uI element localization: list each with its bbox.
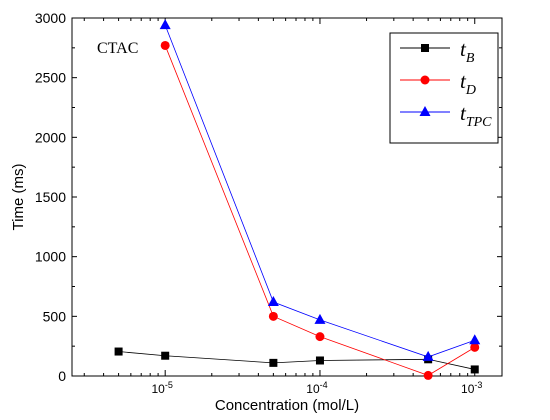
- data-point: [423, 370, 433, 380]
- legend-label: tD: [460, 69, 476, 98]
- legend-box: [389, 32, 499, 144]
- series-t_TPC: [159, 19, 481, 361]
- x-tick-label: 10-4: [306, 380, 327, 396]
- data-point: [114, 347, 123, 356]
- data-point: [161, 351, 170, 360]
- data-point: [268, 311, 278, 321]
- data-point: [160, 40, 170, 50]
- data-point: [469, 334, 481, 345]
- data-point: [267, 296, 279, 307]
- y-axis-label: Time (ms): [10, 164, 27, 231]
- data-point: [159, 19, 171, 30]
- series-layer: [114, 19, 481, 380]
- annotation-ctac: CTAC: [97, 40, 138, 57]
- data-point: [422, 350, 434, 361]
- legend-marker: [420, 75, 430, 85]
- y-tick-label: 2500: [35, 70, 66, 86]
- legend-label: tB: [460, 37, 475, 66]
- y-tick-label: 0: [58, 368, 66, 384]
- y-axis: 0 500 1000 1500 2000 2500 3000: [35, 10, 502, 384]
- x-tick-label: 10-5: [151, 380, 172, 396]
- legend-marker: [421, 44, 429, 52]
- y-tick-label: 500: [43, 308, 67, 324]
- data-point: [470, 365, 479, 374]
- y-tick-label: 3000: [35, 10, 66, 26]
- legend: tB tD tTPC: [389, 32, 499, 144]
- x-tick-label: 10-3: [461, 380, 482, 396]
- legend-label: tTPC: [460, 101, 492, 130]
- series-t_D: [160, 40, 480, 380]
- legend-entry: tD: [400, 69, 476, 98]
- data-point: [315, 332, 325, 342]
- y-tick-label: 2000: [35, 129, 66, 145]
- data-point: [470, 342, 480, 352]
- data-point: [269, 358, 278, 367]
- data-point: [315, 356, 324, 365]
- data-point: [314, 313, 326, 324]
- x-axis-label: Concentration (mol/L): [215, 397, 359, 414]
- legend-entry: tTPC: [400, 101, 492, 130]
- series-line: [118, 351, 475, 370]
- y-tick-label: 1500: [35, 189, 66, 205]
- legend-marker: [419, 106, 431, 116]
- x-axis: 10-5 10-4 10-3: [83, 18, 482, 396]
- y-tick-label: 1000: [35, 249, 66, 265]
- legend-entry: tB: [400, 37, 475, 66]
